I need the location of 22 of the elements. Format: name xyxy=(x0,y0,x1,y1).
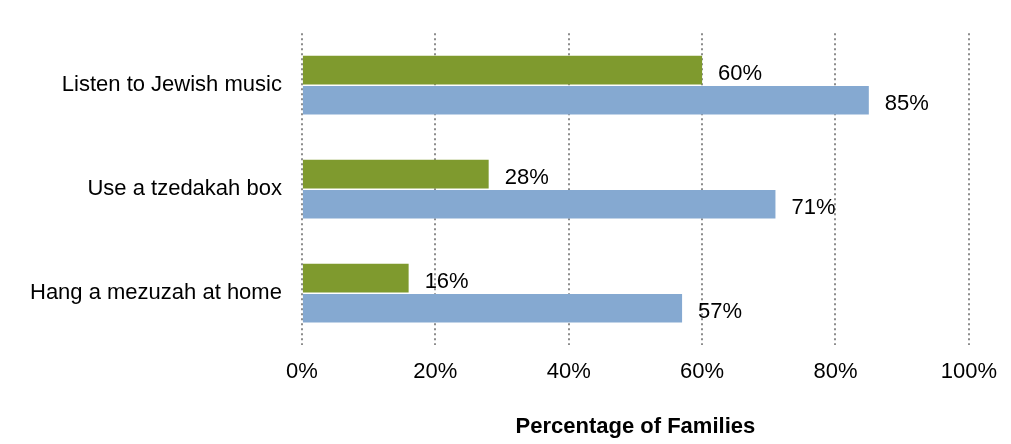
data-label: 71% xyxy=(791,194,836,220)
data-label: 28% xyxy=(504,164,549,190)
data-label: 85% xyxy=(884,90,929,116)
y-tick-label: Hang a mezuzah at home xyxy=(29,279,282,305)
x-tick-label: 80% xyxy=(813,358,858,384)
x-axis-title: Percentage of Families xyxy=(515,412,756,438)
data-label: 60% xyxy=(718,60,763,86)
bar xyxy=(302,85,869,115)
y-tick-label: Use a tzedakah box xyxy=(87,175,282,201)
x-tick-label: 100% xyxy=(940,358,998,384)
bar xyxy=(302,55,703,85)
x-tick-label: 60% xyxy=(680,358,725,384)
bar xyxy=(302,263,409,293)
data-label: 16% xyxy=(424,268,469,294)
x-tick-label: 40% xyxy=(546,358,591,384)
bar xyxy=(302,159,489,189)
data-label: 57% xyxy=(698,298,743,324)
bar xyxy=(302,293,683,323)
bar xyxy=(302,189,776,219)
y-tick-label: Listen to Jewish music xyxy=(61,71,282,97)
x-tick-label: 0% xyxy=(286,358,318,384)
x-tick-label: 20% xyxy=(413,358,458,384)
